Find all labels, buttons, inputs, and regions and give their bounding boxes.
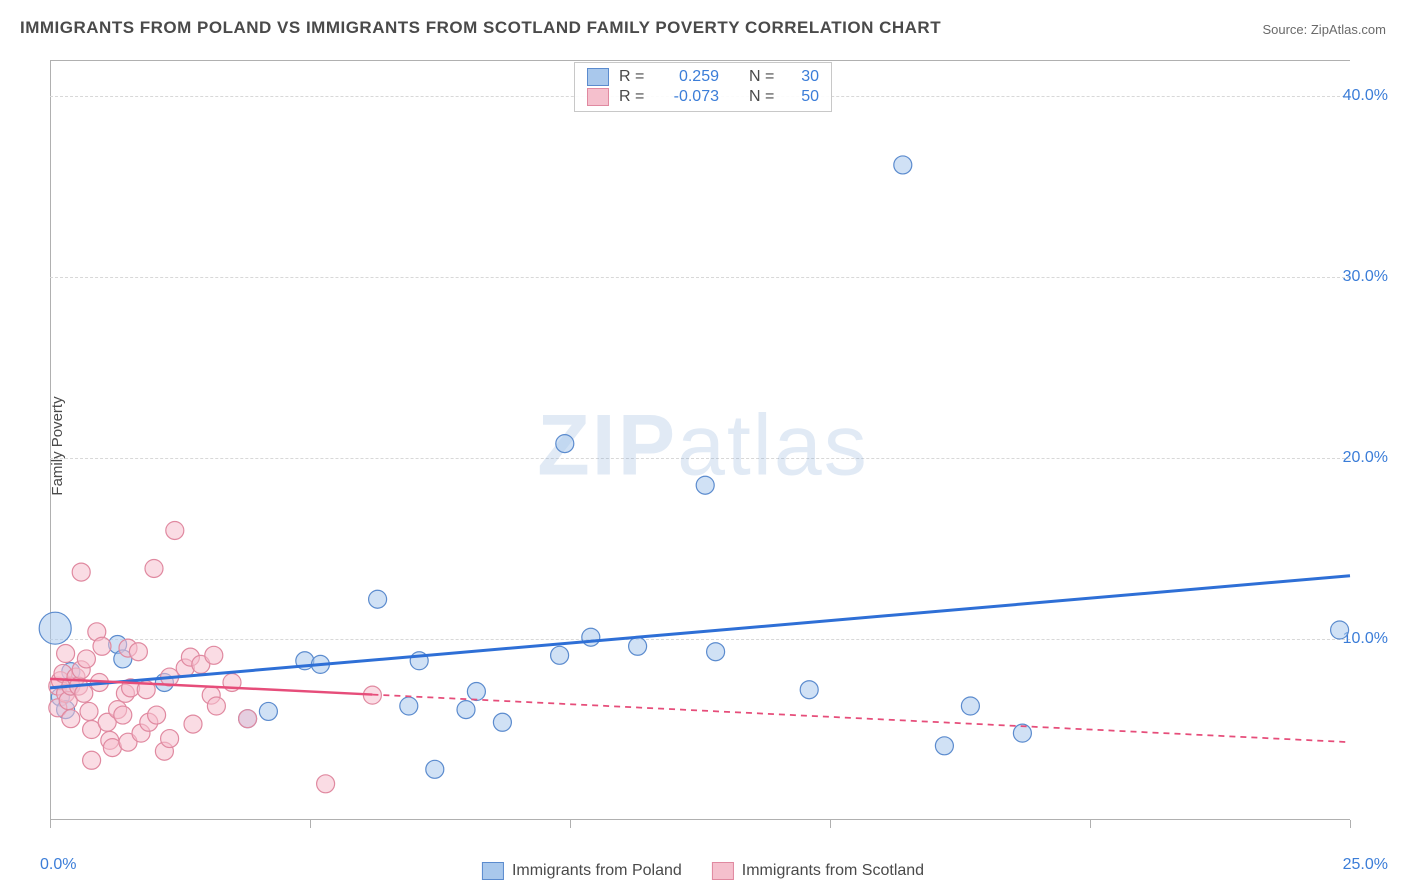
swatch-scotland-icon [712,862,734,880]
legend-item-poland: Immigrants from Poland [482,862,682,880]
legend-row-poland: R = 0.259 N = 30 [587,67,819,87]
data-point [582,628,600,646]
x-tick-0: 0.0% [40,856,76,874]
data-point [93,637,111,655]
data-point [83,751,101,769]
data-point [551,646,569,664]
data-point [629,637,647,655]
data-point [161,730,179,748]
data-point [184,715,202,733]
data-point [39,612,71,644]
data-point [707,643,725,661]
x-tick-mark [830,820,831,828]
n-value-poland: 30 [789,68,819,86]
data-point [62,710,80,728]
n-label: N = [749,68,779,86]
data-point [556,435,574,453]
data-point [457,701,475,719]
data-point [57,645,75,663]
trend-line [50,576,1350,688]
x-tick-mark [310,820,311,828]
data-point [259,702,277,720]
source-label: Source: [1262,22,1310,37]
data-point [894,156,912,174]
x-tick-25: 25.0% [1343,856,1388,874]
data-point [166,521,184,539]
legend-label-scotland: Immigrants from Scotland [742,862,924,880]
data-point [148,706,166,724]
r-label: R = [619,68,649,86]
data-point [426,760,444,778]
x-tick-mark [570,820,571,828]
data-point [80,702,98,720]
data-point [1331,621,1349,639]
data-point [696,476,714,494]
legend-correlation: R = 0.259 N = 30 R = -0.073 N = 50 [574,62,832,112]
data-point [72,563,90,581]
swatch-poland-icon [482,862,504,880]
trend-line-dashed [372,695,1350,743]
legend-item-scotland: Immigrants from Scotland [712,862,924,880]
r-value-scotland: -0.073 [659,88,719,106]
data-point [239,710,257,728]
legend-row-scotland: R = -0.073 N = 50 [587,87,819,107]
swatch-scotland-icon [587,88,609,106]
source-attribution: Source: ZipAtlas.com [1262,22,1386,37]
legend-label-poland: Immigrants from Poland [512,862,682,880]
x-tick-mark [1350,820,1351,828]
data-point [935,737,953,755]
data-point [369,590,387,608]
swatch-poland-icon [587,68,609,86]
data-point [467,683,485,701]
data-point [317,775,335,793]
n-value-scotland: 50 [789,88,819,106]
data-point [207,697,225,715]
data-point [145,559,163,577]
r-label: R = [619,88,649,106]
data-point [77,650,95,668]
data-point [400,697,418,715]
data-point [205,646,223,664]
legend-series: Immigrants from Poland Immigrants from S… [482,862,924,880]
n-label: N = [749,88,779,106]
r-value-poland: 0.259 [659,68,719,86]
source-name: ZipAtlas.com [1311,22,1386,37]
data-point [114,706,132,724]
chart-svg [50,60,1350,820]
x-tick-mark [50,820,51,828]
data-point [800,681,818,699]
data-point [129,643,147,661]
chart-title: IMMIGRANTS FROM POLAND VS IMMIGRANTS FRO… [20,18,941,38]
x-tick-mark [1090,820,1091,828]
data-point [493,713,511,731]
data-point [961,697,979,715]
